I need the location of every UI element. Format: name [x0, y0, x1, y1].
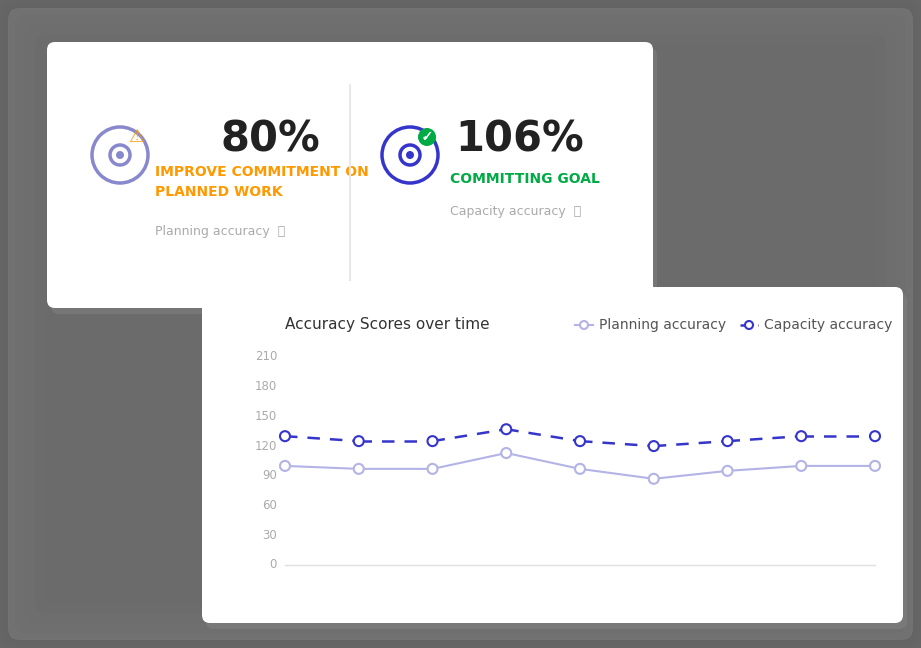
Circle shape: [406, 151, 414, 159]
FancyBboxPatch shape: [25, 25, 896, 623]
Text: 106%: 106%: [455, 118, 584, 160]
Text: Capacity accuracy  ⓘ: Capacity accuracy ⓘ: [450, 205, 581, 218]
Text: 210: 210: [254, 351, 277, 364]
Text: IMPROVE COMMITMENT ON
PLANNED WORK: IMPROVE COMMITMENT ON PLANNED WORK: [155, 165, 368, 198]
Circle shape: [354, 464, 364, 474]
FancyBboxPatch shape: [47, 42, 653, 308]
Text: 60: 60: [262, 499, 277, 512]
Text: 0: 0: [270, 559, 277, 572]
FancyBboxPatch shape: [30, 30, 891, 618]
Text: 80%: 80%: [220, 118, 320, 160]
Circle shape: [280, 431, 290, 441]
Text: Planning accuracy: Planning accuracy: [599, 318, 726, 332]
Circle shape: [648, 441, 659, 451]
Text: Planning accuracy  ⓘ: Planning accuracy ⓘ: [155, 225, 286, 238]
Text: COMMITTING GOAL: COMMITTING GOAL: [450, 172, 600, 186]
Text: ⚠: ⚠: [128, 128, 144, 146]
Text: 30: 30: [262, 529, 277, 542]
Circle shape: [354, 436, 364, 446]
FancyBboxPatch shape: [35, 35, 886, 613]
FancyBboxPatch shape: [51, 48, 657, 314]
Circle shape: [722, 466, 732, 476]
FancyBboxPatch shape: [20, 20, 901, 628]
Circle shape: [280, 461, 290, 471]
Circle shape: [116, 151, 124, 159]
FancyBboxPatch shape: [15, 15, 906, 633]
Circle shape: [870, 461, 880, 471]
Circle shape: [575, 436, 585, 446]
FancyBboxPatch shape: [45, 45, 876, 603]
Text: Accuracy Scores over time: Accuracy Scores over time: [285, 318, 490, 332]
Text: ✓: ✓: [422, 130, 432, 143]
Circle shape: [501, 424, 511, 434]
FancyBboxPatch shape: [206, 293, 907, 629]
Circle shape: [575, 464, 585, 474]
Text: 180: 180: [255, 380, 277, 393]
Circle shape: [580, 321, 588, 329]
Circle shape: [427, 436, 437, 446]
FancyBboxPatch shape: [5, 5, 916, 643]
Circle shape: [797, 431, 806, 441]
FancyBboxPatch shape: [202, 287, 903, 623]
Text: 150: 150: [255, 410, 277, 423]
Circle shape: [797, 461, 806, 471]
Circle shape: [418, 128, 436, 146]
Text: 120: 120: [254, 439, 277, 452]
Text: ✓: ✓: [421, 130, 434, 145]
Circle shape: [722, 436, 732, 446]
FancyBboxPatch shape: [8, 8, 913, 640]
FancyBboxPatch shape: [10, 10, 911, 638]
Text: Capacity accuracy: Capacity accuracy: [764, 318, 892, 332]
Circle shape: [427, 464, 437, 474]
Circle shape: [501, 448, 511, 458]
Circle shape: [745, 321, 753, 329]
Circle shape: [870, 431, 880, 441]
FancyBboxPatch shape: [40, 40, 881, 608]
Circle shape: [648, 474, 659, 484]
Text: 90: 90: [262, 469, 277, 482]
